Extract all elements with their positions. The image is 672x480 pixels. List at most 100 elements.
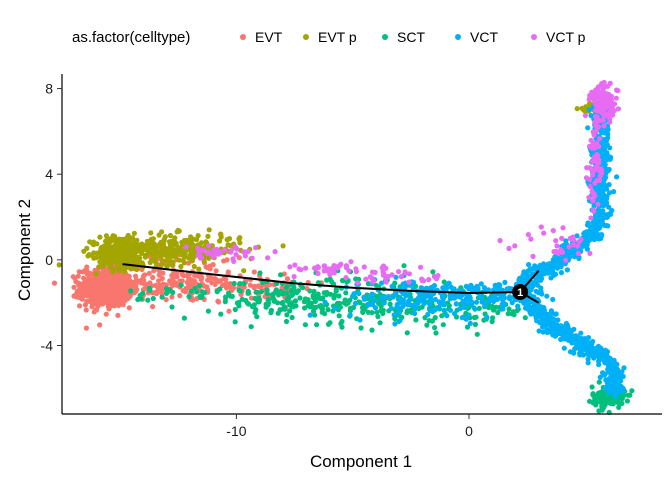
data-point bbox=[541, 311, 547, 318]
data-point bbox=[615, 106, 622, 112]
data-point bbox=[293, 303, 299, 309]
data-point bbox=[576, 335, 582, 342]
data-point bbox=[86, 273, 92, 279]
data-point bbox=[595, 160, 601, 166]
data-point bbox=[539, 324, 546, 330]
data-point bbox=[594, 140, 600, 146]
data-point bbox=[339, 324, 345, 330]
data-point bbox=[249, 255, 255, 261]
legend-key bbox=[382, 34, 388, 40]
data-point bbox=[227, 281, 234, 287]
data-point bbox=[357, 317, 363, 323]
data-point bbox=[224, 257, 230, 263]
data-point bbox=[199, 294, 205, 300]
data-point bbox=[359, 305, 366, 311]
data-point bbox=[83, 278, 89, 284]
data-point bbox=[430, 269, 436, 275]
data-point bbox=[515, 303, 521, 309]
data-point bbox=[547, 314, 553, 320]
data-point bbox=[339, 277, 346, 284]
data-point bbox=[596, 136, 603, 142]
data-point bbox=[451, 311, 458, 317]
legend: as.factor(celltype) EVT EVT p SCT VCT VCT p bbox=[72, 29, 586, 46]
data-point bbox=[387, 301, 393, 307]
data-point bbox=[82, 302, 88, 308]
data-point bbox=[584, 246, 591, 252]
data-point bbox=[264, 287, 270, 293]
data-point bbox=[575, 250, 582, 256]
data-point bbox=[205, 233, 211, 239]
data-point bbox=[574, 233, 580, 239]
data-point bbox=[575, 243, 581, 249]
data-point bbox=[532, 263, 538, 269]
legend-key bbox=[531, 34, 537, 40]
data-point bbox=[597, 117, 603, 124]
data-point bbox=[256, 299, 262, 305]
data-point bbox=[563, 238, 569, 244]
data-point bbox=[337, 300, 343, 306]
data-point bbox=[265, 255, 271, 261]
data-point bbox=[361, 264, 367, 270]
data-point bbox=[507, 294, 513, 300]
data-point bbox=[147, 259, 153, 266]
data-point bbox=[440, 322, 446, 328]
data-point bbox=[597, 397, 604, 403]
data-point bbox=[582, 112, 589, 119]
data-point bbox=[199, 240, 205, 246]
data-point bbox=[150, 304, 156, 310]
data-point bbox=[594, 152, 600, 158]
data-point bbox=[215, 298, 221, 304]
data-point bbox=[110, 233, 116, 239]
data-point bbox=[616, 400, 623, 406]
data-point bbox=[476, 305, 482, 311]
data-point bbox=[590, 172, 596, 178]
data-point bbox=[402, 269, 408, 275]
data-point bbox=[130, 235, 136, 241]
data-point bbox=[324, 289, 330, 296]
data-point bbox=[605, 135, 611, 141]
data-point bbox=[231, 258, 237, 264]
data-point bbox=[307, 312, 313, 318]
data-point bbox=[231, 280, 237, 287]
data-point bbox=[252, 295, 258, 302]
data-point bbox=[83, 307, 89, 313]
data-point bbox=[597, 349, 604, 355]
data-point bbox=[590, 129, 596, 135]
data-point bbox=[105, 270, 111, 276]
data-point bbox=[134, 237, 140, 243]
data-point bbox=[411, 279, 417, 285]
data-point bbox=[601, 222, 607, 228]
data-point bbox=[347, 312, 353, 318]
data-point bbox=[245, 288, 251, 294]
data-point bbox=[151, 268, 157, 274]
data-point bbox=[603, 91, 609, 97]
data-point bbox=[584, 239, 590, 245]
data-point bbox=[114, 293, 120, 299]
data-point bbox=[205, 277, 211, 283]
data-point bbox=[313, 304, 319, 310]
data-point bbox=[337, 304, 343, 310]
data-point bbox=[369, 327, 375, 333]
data-point bbox=[585, 125, 591, 131]
data-point bbox=[598, 233, 604, 239]
data-point bbox=[459, 315, 465, 321]
data-point bbox=[519, 276, 525, 282]
data-point bbox=[71, 293, 77, 299]
data-point bbox=[373, 293, 379, 299]
data-point bbox=[167, 247, 173, 253]
data-point bbox=[236, 303, 242, 309]
data-point bbox=[412, 310, 418, 317]
data-point bbox=[598, 192, 604, 198]
data-point bbox=[554, 243, 560, 249]
data-point bbox=[372, 305, 379, 311]
data-point bbox=[453, 301, 459, 307]
data-point bbox=[315, 280, 321, 286]
data-point bbox=[589, 145, 596, 151]
data-point bbox=[141, 242, 147, 248]
data-point bbox=[135, 279, 141, 285]
branch-point-label: 1 bbox=[517, 287, 523, 299]
data-point bbox=[114, 258, 120, 264]
data-point bbox=[221, 282, 227, 288]
data-point bbox=[500, 306, 506, 312]
data-point bbox=[505, 311, 511, 317]
